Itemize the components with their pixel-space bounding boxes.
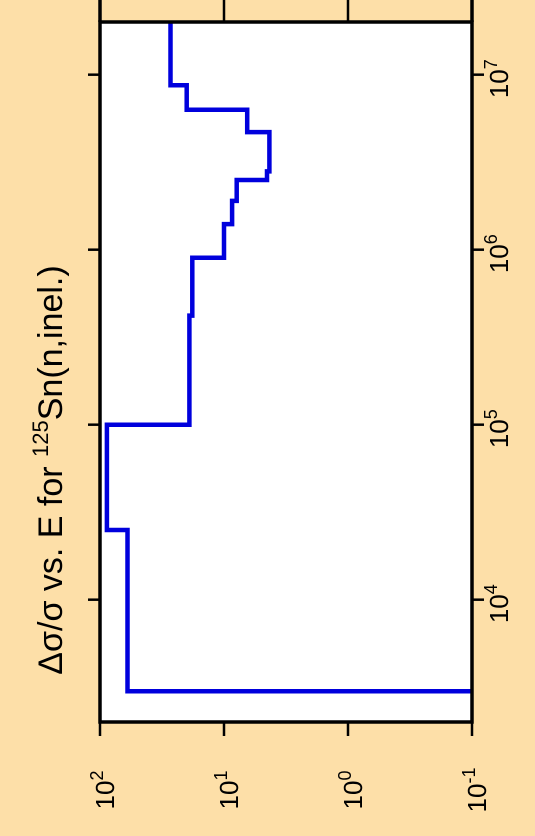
y-tick-label-text-0: 102 xyxy=(87,771,120,810)
y-tick-label-1: 101 xyxy=(211,771,244,810)
y-tick-label-text-1: 101 xyxy=(211,771,244,810)
y-tick-label-3: 10-1 xyxy=(459,768,492,813)
y-tick-exp-1: 1 xyxy=(211,771,231,781)
x-tick-base-1: 10 xyxy=(484,419,514,448)
data-series-0 xyxy=(104,22,472,694)
chart-title-text: Δσ/σ vs. E for 125Sn(n,inel.) xyxy=(28,265,70,674)
x-tick-label-3: 107 xyxy=(481,59,514,98)
y-tick-label-2: 100 xyxy=(335,771,368,810)
y-tick-exp-2: 0 xyxy=(335,771,355,781)
y-tick-base-1: 10 xyxy=(214,781,244,810)
x-tick-base-3: 10 xyxy=(484,69,514,98)
x-tick-label-1: 105 xyxy=(481,409,514,448)
chart-title-superscript: 125 xyxy=(28,420,53,457)
plot-frame xyxy=(98,20,474,724)
chart-title: Δσ/σ vs. E for 125Sn(n,inel.) xyxy=(28,265,70,674)
chart-title-part-2: Sn(n,inel.) xyxy=(32,265,70,420)
y-tick-base-2: 10 xyxy=(338,781,368,810)
y-tick-base-3: 10 xyxy=(462,784,492,813)
x-tick-label-text-1: 105 xyxy=(481,409,514,448)
x-tick-exp-0: 4 xyxy=(481,584,501,594)
x-tick-base-2: 10 xyxy=(484,244,514,273)
y-tick-base-0: 10 xyxy=(90,781,120,810)
y-tick-label-text-2: 100 xyxy=(335,771,368,810)
x-tick-label-0: 104 xyxy=(481,584,514,623)
chart-title-part-1: Δσ/σ vs. E for xyxy=(32,457,70,675)
y-tick-label-0: 102 xyxy=(87,771,120,810)
x-tick-label-2: 106 xyxy=(481,234,514,273)
x-tick-label-text-0: 104 xyxy=(481,584,514,623)
x-tick-exp-2: 6 xyxy=(481,234,501,244)
y-tick-exp-3: -1 xyxy=(459,768,479,784)
y-tick-exp-0: 2 xyxy=(87,771,107,781)
x-tick-base-0: 10 xyxy=(484,594,514,623)
y-tick-label-text-3: 10-1 xyxy=(459,768,492,813)
x-tick-exp-1: 5 xyxy=(481,409,501,419)
x-tick-label-text-2: 106 xyxy=(481,234,514,273)
x-tick-exp-3: 7 xyxy=(481,59,501,69)
plot-area xyxy=(100,22,472,722)
x-tick-label-text-3: 107 xyxy=(481,59,514,98)
